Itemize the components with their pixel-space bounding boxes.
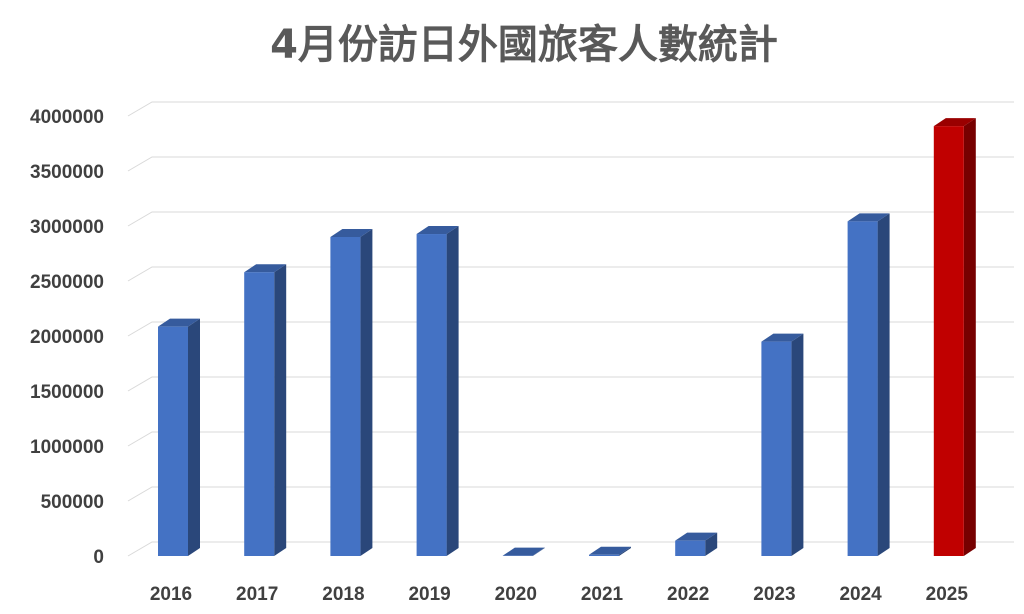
bar-front <box>589 554 619 556</box>
bar-side <box>877 213 890 556</box>
bar-top <box>416 226 459 235</box>
gridline <box>127 376 1014 392</box>
bar-top <box>158 318 200 327</box>
x-tick-label: 2021 <box>581 584 624 605</box>
x-tick-label: 2022 <box>667 584 709 605</box>
gridline <box>127 486 1014 502</box>
gridline <box>127 156 1014 172</box>
bar-top <box>761 333 804 342</box>
y-tick-label: 3000000 <box>30 217 104 238</box>
bar-top <box>502 547 545 556</box>
bar-side <box>274 264 287 556</box>
bar-2021 <box>589 546 631 556</box>
x-tick-label: 2018 <box>322 584 364 605</box>
bar-side <box>532 547 545 556</box>
bar-top <box>675 532 718 541</box>
bar-side <box>446 226 459 556</box>
gridline <box>127 431 1014 447</box>
bar-2019 <box>416 226 459 556</box>
y-axis-ticks: 0 500000 1000000 1500000 2000000 2500000 30000… <box>30 107 104 568</box>
x-tick-label: 2020 <box>495 584 537 605</box>
gridline <box>127 266 1014 282</box>
y-tick-label: 500000 <box>41 492 104 513</box>
bar-side <box>791 333 804 556</box>
bar-front <box>158 326 188 556</box>
x-tick-label: 2019 <box>408 584 450 605</box>
bar-side <box>705 532 718 556</box>
bar-front <box>933 126 964 557</box>
gridline <box>127 101 1014 117</box>
bar-top <box>933 118 976 127</box>
bar-2023 <box>761 333 804 556</box>
bar-2025 <box>933 118 976 557</box>
bar-side <box>963 118 976 557</box>
x-axis-ticks: 2016 2017 2018 2019 2020 2021 2022 2023 2024 2025 <box>150 584 969 605</box>
bar-2018 <box>330 229 373 556</box>
y-tick-label: 1000000 <box>30 437 104 458</box>
y-tick-label: 3500000 <box>30 162 104 183</box>
gridline <box>127 211 1014 227</box>
bar-front <box>244 272 275 556</box>
x-tick-label: 2025 <box>926 584 969 605</box>
bar-front <box>675 540 706 556</box>
grid-lines <box>127 101 1014 557</box>
chart-title: 4月份訪日外國旅客人數統計 <box>270 22 778 68</box>
bar-top <box>589 546 631 555</box>
bar-side <box>188 318 200 556</box>
bar-2024 <box>847 213 890 556</box>
bar-front <box>847 221 878 556</box>
x-tick-label: 2023 <box>753 584 795 605</box>
bar-side <box>360 229 373 556</box>
bar-front <box>761 341 792 556</box>
y-tick-label: 2000000 <box>30 327 104 348</box>
y-tick-label: 4000000 <box>30 107 104 128</box>
gridline <box>127 321 1014 337</box>
y-tick-label: 0 <box>93 547 104 568</box>
bar-2022 <box>675 532 718 556</box>
x-tick-label: 2017 <box>236 584 278 605</box>
bar-2020 <box>502 547 545 556</box>
y-tick-label: 1500000 <box>30 382 104 403</box>
bar-top <box>330 229 373 237</box>
bar-2017 <box>244 264 287 556</box>
bar-top <box>244 264 287 273</box>
bars <box>158 118 976 557</box>
bar-top <box>847 213 890 222</box>
gridline <box>127 541 1014 557</box>
y-tick-label: 2500000 <box>30 272 104 293</box>
bar-2016 <box>158 318 200 556</box>
x-tick-label: 2016 <box>150 584 192 605</box>
bar-front <box>416 234 447 556</box>
x-tick-label: 2024 <box>839 584 882 605</box>
bar-side <box>619 546 631 556</box>
bar-front <box>330 237 361 556</box>
